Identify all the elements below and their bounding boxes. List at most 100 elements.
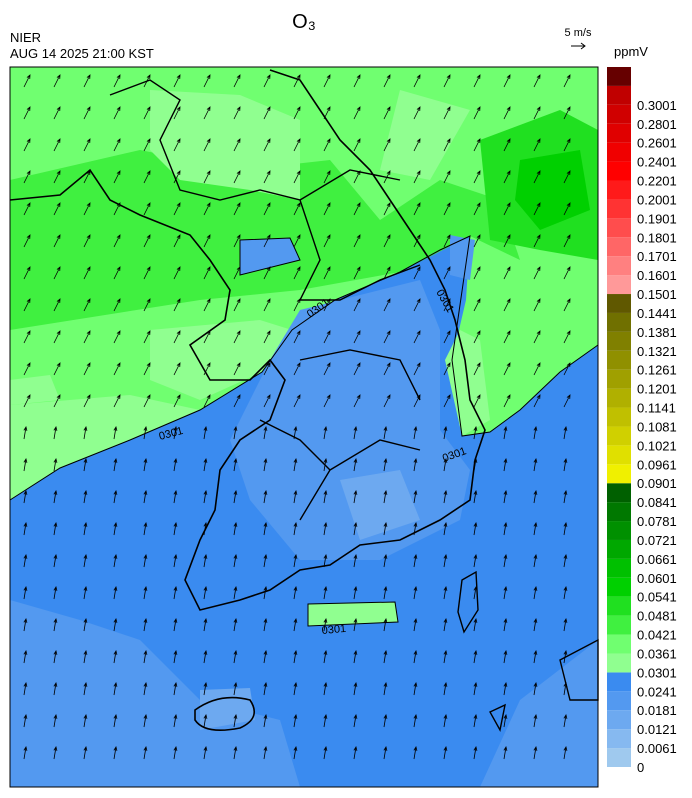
wind-arrow <box>263 713 268 728</box>
wind-arrow <box>203 553 208 568</box>
wind-arrow <box>503 425 508 440</box>
wind-arrow <box>473 394 481 408</box>
wind-arrow <box>323 298 331 312</box>
wind-arrow <box>383 298 391 312</box>
wind-arrow <box>533 106 541 120</box>
colorbar-label: 0.0121 <box>637 722 677 737</box>
wind-arrow <box>143 394 151 408</box>
wind-arrow <box>383 202 391 216</box>
wind-arrow <box>443 457 448 472</box>
colorbar-box <box>607 483 631 503</box>
wind-arrow <box>233 202 241 216</box>
wind-arrow <box>563 234 571 248</box>
wind-arrow <box>533 681 538 696</box>
wind-arrow <box>233 649 238 664</box>
colorbar-label: 0.1601 <box>637 268 677 283</box>
wind-arrow <box>323 649 328 664</box>
wind-arrow <box>293 234 301 248</box>
wind-arrow <box>473 202 481 216</box>
wind-arrow <box>203 425 208 440</box>
colorbar-label: 0.1901 <box>637 211 677 226</box>
wind-arrow <box>563 74 571 88</box>
wind-arrow <box>263 553 268 568</box>
wind-arrow <box>23 681 28 696</box>
wind-arrow <box>443 489 448 504</box>
wind-arrow <box>53 330 61 344</box>
wind-arrow <box>143 585 148 600</box>
wind-arrow <box>533 202 541 216</box>
wind-arrow <box>503 394 511 408</box>
wind-arrow <box>563 394 571 408</box>
wind-arrow <box>263 521 268 536</box>
wind-arrow <box>113 330 121 344</box>
wind-arrow <box>293 106 301 120</box>
wind-arrow <box>83 74 91 88</box>
wind-arrow <box>533 425 538 440</box>
wind-arrow <box>383 489 388 504</box>
wind-arrow <box>173 138 181 152</box>
wind-arrow <box>503 585 508 600</box>
contour-label: 0301 <box>321 623 346 637</box>
wind-arrow <box>563 489 568 504</box>
wind-arrow <box>293 425 298 440</box>
wind-arrow <box>173 234 181 248</box>
wind-arrow <box>383 457 388 472</box>
wind-arrow <box>173 713 178 728</box>
wind-arrow <box>323 170 331 184</box>
wind-arrow <box>503 362 511 376</box>
wind-arrow <box>83 681 88 696</box>
wind-arrow <box>503 266 511 280</box>
wind-arrow <box>563 362 571 376</box>
wind-arrow <box>83 138 91 152</box>
wind-arrow <box>353 617 358 632</box>
wind-arrow <box>293 170 301 184</box>
wind-arrow <box>443 298 451 312</box>
wind-arrow <box>173 74 181 88</box>
wind-arrow <box>83 298 91 312</box>
wind-arrow <box>173 425 178 440</box>
wind-arrow <box>503 553 508 568</box>
wind-arrow <box>413 585 418 600</box>
wind-arrow <box>263 298 271 312</box>
wind-arrow <box>533 713 538 728</box>
colorbar-box <box>607 237 631 257</box>
wind-arrow <box>53 585 58 600</box>
wind-arrow <box>53 298 61 312</box>
wind-arrow <box>263 649 268 664</box>
wind-arrow <box>503 106 511 120</box>
wind-arrow <box>143 521 148 536</box>
wind-arrow <box>323 330 331 344</box>
wind-arrow <box>563 170 571 184</box>
colorbar-label: 0.1801 <box>637 230 677 245</box>
wind-arrow <box>443 170 451 184</box>
wind-arrow <box>83 234 91 248</box>
wind-arrow <box>503 457 508 472</box>
colorbar-label: 0.2201 <box>637 174 677 189</box>
wind-arrow <box>173 681 178 696</box>
wind-arrow <box>53 553 58 568</box>
wind-arrow <box>83 457 88 472</box>
wind-arrow <box>503 681 508 696</box>
wind-arrow <box>323 457 328 472</box>
wind-arrow <box>443 713 448 728</box>
wind-arrow <box>143 553 148 568</box>
wind-arrow <box>83 713 88 728</box>
wind-arrow <box>443 362 451 376</box>
wind-arrow <box>563 745 568 760</box>
wind-arrow <box>353 553 358 568</box>
colorbar-box <box>607 142 631 162</box>
wind-arrow <box>473 585 478 600</box>
wind-arrow <box>443 745 448 760</box>
wind-arrow <box>383 394 391 408</box>
wind-arrow <box>413 553 418 568</box>
wind-arrow <box>563 649 568 664</box>
wind-arrow <box>443 138 451 152</box>
wind-arrow <box>173 266 181 280</box>
wind-arrow <box>53 266 61 280</box>
wind-arrow <box>323 521 328 536</box>
title: O₃ <box>292 11 316 33</box>
wind-arrow <box>533 298 541 312</box>
wind-arrow <box>203 266 211 280</box>
wind-arrow <box>353 234 361 248</box>
wind-arrow <box>443 649 448 664</box>
